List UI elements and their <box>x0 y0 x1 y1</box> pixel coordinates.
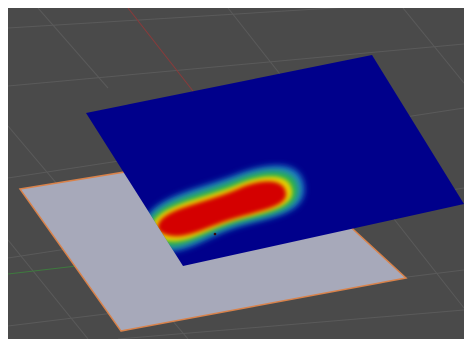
heat-spot <box>140 165 305 252</box>
viewport-canvas[interactable] <box>8 8 464 339</box>
grid-line <box>8 8 342 29</box>
heat-band-red <box>157 181 287 237</box>
heatmap-plane[interactable] <box>86 55 464 266</box>
grid-line <box>37 8 109 89</box>
grid-line <box>8 43 464 87</box>
grid-line <box>402 8 464 84</box>
grid-line <box>8 239 89 339</box>
3d-viewport[interactable] <box>8 8 464 339</box>
cursor-dot <box>213 232 217 236</box>
grid-line <box>117 309 464 339</box>
